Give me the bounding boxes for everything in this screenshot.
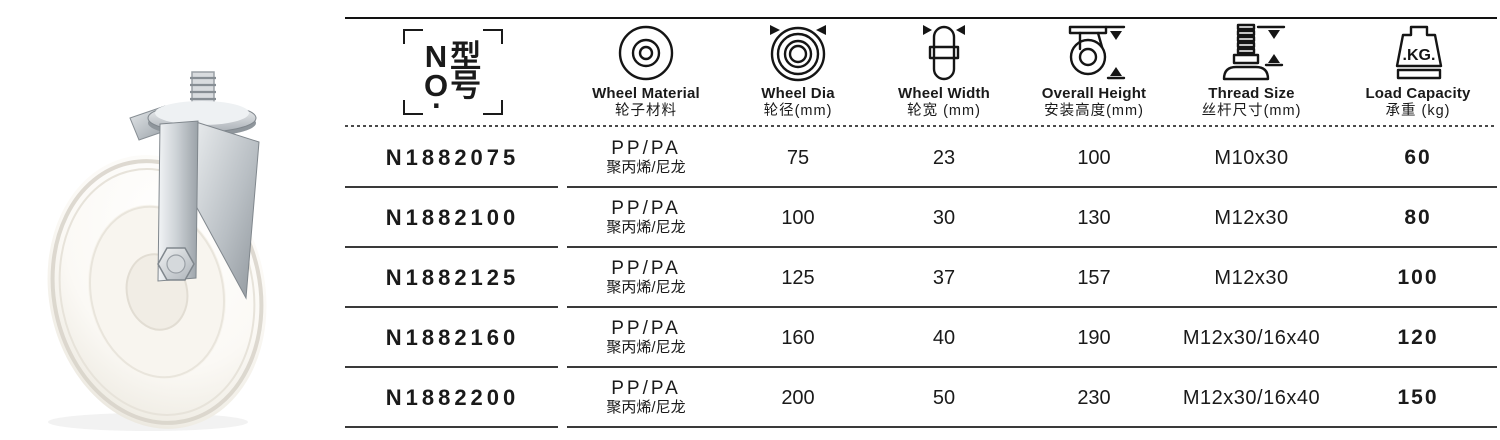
overall-height: 157 <box>1077 266 1111 289</box>
material-en: PP/PA <box>611 137 681 159</box>
table-row: N1882160 PP/PA 聚丙烯/尼龙 160 40 190 M12x30/… <box>345 308 1497 368</box>
thread-size: M12x30 <box>1214 206 1289 229</box>
table-row: N1882100 PP/PA 聚丙烯/尼龙 100 30 130 M12x30 … <box>345 188 1497 248</box>
table-body: N1882075 PP/PA 聚丙烯/尼龙 75 23 100 M10x30 6… <box>345 128 1497 428</box>
model-no-text: N 型 O 号 . <box>423 39 482 113</box>
column-label-cn: 轮子材料 <box>615 102 677 119</box>
wheel-dia: 125 <box>781 266 815 289</box>
column-label-en: Thread Size <box>1208 84 1295 102</box>
wheel-material: PP/PA 聚丙烯/尼龙 <box>560 377 732 418</box>
bracket-corner-icon <box>482 100 503 115</box>
model-number: N1882160 <box>385 325 520 350</box>
bracket-corner-icon <box>482 29 503 44</box>
material-en: PP/PA <box>611 377 681 399</box>
no-letter-n: N <box>424 39 448 75</box>
column-label-cn: 承重 (kg) <box>1385 102 1451 119</box>
overall-height: 230 <box>1077 386 1111 409</box>
material-cn: 聚丙烯/尼龙 <box>606 219 686 237</box>
column-label-cn: 安装高度(mm) <box>1044 102 1144 119</box>
model-number: N1882100 <box>385 205 520 230</box>
column-label-en: Load Capacity <box>1365 84 1471 102</box>
column-header-wheel-material: Wheel Material 轮子材料 <box>560 20 732 124</box>
wheel-width: 40 <box>932 326 956 349</box>
column-label-cn: 丝杆尺寸(mm) <box>1201 102 1302 119</box>
column-header-load-capacity: .KG. Load Capacity 承重 (kg) <box>1339 20 1497 124</box>
wheel-width: 37 <box>932 266 956 289</box>
no-cn-1: 型 <box>450 39 482 75</box>
model-no-box: N 型 O 号 . <box>402 29 503 115</box>
header-dashed-rule <box>345 125 1497 127</box>
product-photo <box>38 66 330 438</box>
column-label-en: Wheel Width <box>897 84 991 102</box>
wheel-material-icon <box>615 22 677 82</box>
bracket-corner-icon <box>402 29 423 44</box>
material-cn: 聚丙烯/尼龙 <box>606 159 686 177</box>
overall-height-icon <box>1058 22 1130 82</box>
column-header-thread-size: Thread Size 丝杆尺寸(mm) <box>1164 20 1339 124</box>
material-cn: 聚丙烯/尼龙 <box>606 279 686 297</box>
table-row: N1882200 PP/PA 聚丙烯/尼龙 200 50 230 M12x30/… <box>345 368 1497 428</box>
table-row: N1882125 PP/PA 聚丙烯/尼龙 125 37 157 M12x30 … <box>345 248 1497 308</box>
wheel-dia: 75 <box>786 146 810 169</box>
thread-size: M12x30/16x40 <box>1182 386 1321 409</box>
model-number: N1882125 <box>385 265 520 290</box>
column-label-cn: 轮径(mm) <box>763 102 833 119</box>
wheel-material: PP/PA 聚丙烯/尼龙 <box>560 197 732 238</box>
table-row: N1882075 PP/PA 聚丙烯/尼龙 75 23 100 M10x30 6… <box>345 128 1497 188</box>
table-header-row: N 型 O 号 . Wheel Material <box>345 20 1497 124</box>
load-capacity: 100 <box>1397 266 1439 289</box>
column-header-wheel-dia: Wheel Dia 轮径(mm) <box>732 20 864 124</box>
column-label-en: Wheel Material <box>592 84 700 102</box>
column-header-overall-height: Overall Height 安装高度(mm) <box>1024 20 1164 124</box>
column-label-cn: 轮宽 (mm) <box>907 102 981 119</box>
thread-size-icon <box>1214 22 1290 82</box>
wheel-dia: 160 <box>781 326 815 349</box>
column-header-model-no: N 型 O 号 . <box>345 20 560 124</box>
wheel-width: 50 <box>932 386 956 409</box>
material-cn: 聚丙烯/尼龙 <box>606 339 686 357</box>
thread-size: M12x30 <box>1214 266 1289 289</box>
no-cn-2: 号 <box>450 68 482 103</box>
load-capacity: 120 <box>1397 326 1439 349</box>
column-label-en: Wheel Dia <box>761 84 835 102</box>
wheel-width-icon <box>912 22 976 82</box>
overall-height: 100 <box>1077 146 1111 169</box>
overall-height: 190 <box>1077 326 1111 349</box>
wheel-material: PP/PA 聚丙烯/尼龙 <box>560 257 732 298</box>
wheel-material: PP/PA 聚丙烯/尼龙 <box>560 137 732 178</box>
overall-height: 130 <box>1077 206 1111 229</box>
thread-size: M10x30 <box>1214 146 1289 169</box>
spec-table: N 型 O 号 . Wheel Material <box>345 0 1497 440</box>
load-capacity-icon: .KG. <box>1383 22 1453 82</box>
model-number: N1882200 <box>385 385 520 410</box>
bracket-corner-icon <box>402 100 423 115</box>
material-en: PP/PA <box>611 317 681 339</box>
load-capacity: 150 <box>1397 386 1439 409</box>
kg-icon-text: .KG. <box>1403 47 1436 64</box>
model-number: N1882075 <box>385 145 520 170</box>
no-letter-o: O <box>423 68 449 103</box>
column-header-wheel-width: Wheel Width 轮宽 (mm) <box>864 20 1024 124</box>
wheel-material: PP/PA 聚丙烯/尼龙 <box>560 317 732 358</box>
wheel-dia-icon <box>763 22 833 82</box>
table-top-rule <box>345 17 1497 19</box>
caster-photo-image <box>47 71 267 431</box>
load-capacity: 60 <box>1404 146 1432 169</box>
material-en: PP/PA <box>611 197 681 219</box>
wheel-width: 30 <box>932 206 956 229</box>
wheel-dia: 200 <box>781 386 815 409</box>
material-en: PP/PA <box>611 257 681 279</box>
material-cn: 聚丙烯/尼龙 <box>606 399 686 417</box>
wheel-width: 23 <box>932 146 956 169</box>
no-dot: . <box>431 79 441 115</box>
thread-size: M12x30/16x40 <box>1182 326 1321 349</box>
load-capacity: 80 <box>1404 206 1432 229</box>
column-label-en: Overall Height <box>1041 84 1147 102</box>
wheel-dia: 100 <box>781 206 815 229</box>
